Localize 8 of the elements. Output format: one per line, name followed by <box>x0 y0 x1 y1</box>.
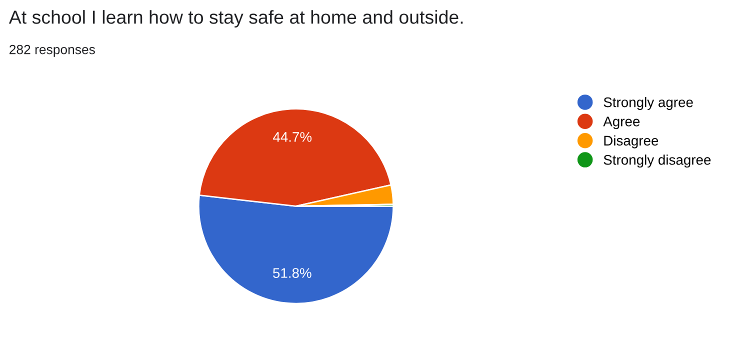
legend-label: Strongly agree <box>604 97 693 110</box>
data-label: 51.8% <box>273 268 312 278</box>
text: 282 responses <box>10 44 95 57</box>
data-label: 44.7% <box>272 132 312 142</box>
legend-label: Strongly disagree <box>604 154 711 168</box>
legend-label: Agree <box>603 116 640 130</box>
chart-title: At school I learn how to stay safe at home and outside. <box>8 10 463 28</box>
legend-label: Disagree <box>604 135 658 148</box>
